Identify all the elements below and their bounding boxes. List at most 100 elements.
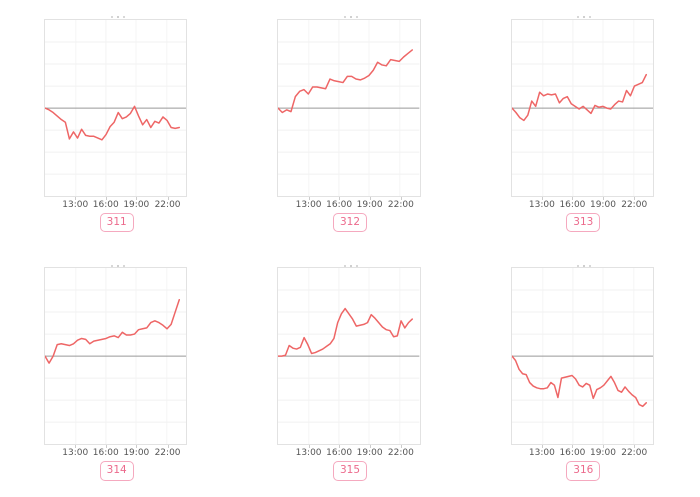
axis-tick — [541, 445, 543, 449]
title-fragment — [349, 16, 352, 18]
x-axis: 13:00 16:00 19:00 22:00 — [511, 445, 654, 458]
series-line — [512, 356, 646, 406]
axis-tick — [105, 196, 107, 200]
x-axis-label: 22:00 — [387, 199, 414, 210]
chart-id-badge[interactable]: 312 — [332, 212, 368, 233]
axis-tick — [541, 196, 543, 200]
chart-cell: 13:00 16:00 19:00 22:00 311 — [40, 16, 193, 233]
x-axis: 13:00 16:00 19:00 22:00 — [277, 196, 420, 210]
axis-tick — [634, 196, 636, 200]
x-axis-label: 13:00 — [295, 448, 322, 459]
x-axis-label: 19:00 — [589, 199, 616, 210]
x-axis-label: 16:00 — [559, 199, 586, 210]
axis-tick — [369, 196, 371, 200]
badge-row: 311 — [40, 210, 193, 233]
chart-svg — [512, 20, 653, 196]
badge-row: 312 — [273, 210, 426, 233]
chart-svg — [512, 268, 653, 444]
x-axis: 13:00 16:00 19:00 22:00 — [277, 445, 420, 458]
x-axis: 13:00 16:00 19:00 22:00 — [44, 196, 187, 210]
chart-id-badge[interactable]: 313 — [566, 212, 601, 233]
axis-tick — [369, 445, 371, 449]
axis-tick — [167, 445, 169, 449]
axis-tick — [602, 196, 604, 200]
x-axis-label: 13:00 — [528, 448, 555, 459]
cropped-chart-title — [507, 264, 660, 268]
axis-tick — [136, 196, 138, 200]
x-axis-label: 19:00 — [123, 448, 150, 459]
chart-plot[interactable] — [510, 267, 654, 446]
chart-svg — [45, 268, 186, 444]
x-axis-label: 16:00 — [559, 448, 586, 459]
series-line — [45, 300, 179, 363]
x-axis-label: 13:00 — [295, 199, 322, 210]
title-fragment — [116, 16, 119, 18]
chart-plot[interactable] — [510, 18, 654, 197]
chart-plot[interactable] — [44, 18, 188, 197]
x-axis-label: 13:00 — [528, 199, 555, 210]
cropped-chart-title — [40, 264, 193, 268]
badge-row: 313 — [507, 210, 660, 233]
series-line — [45, 106, 179, 139]
cropped-chart-title — [273, 264, 426, 268]
x-axis-label: 19:00 — [356, 448, 383, 459]
title-fragment — [116, 264, 119, 267]
x-axis-label: 16:00 — [326, 199, 353, 210]
x-axis-label: 22:00 — [621, 448, 648, 459]
x-axis-label: 22:00 — [154, 448, 181, 459]
badge-row: 314 — [40, 458, 193, 481]
chart-id-badge[interactable]: 316 — [566, 461, 601, 481]
chart-svg — [278, 20, 419, 196]
axis-tick — [167, 196, 169, 200]
badge-row: 316 — [507, 458, 660, 481]
x-axis-label: 16:00 — [326, 448, 353, 459]
badge-row: 315 — [273, 458, 426, 481]
x-axis-label: 13:00 — [62, 448, 89, 459]
axis-tick — [308, 445, 310, 449]
series-line — [278, 50, 412, 113]
chart-plot[interactable] — [277, 267, 421, 446]
x-axis: 13:00 16:00 19:00 22:00 — [44, 445, 187, 458]
axis-tick — [339, 196, 341, 200]
x-axis-label: 19:00 — [589, 448, 616, 459]
chart-id-badge[interactable]: 315 — [332, 461, 368, 481]
axis-tick — [308, 196, 310, 200]
series-line — [278, 309, 412, 357]
chart-plot[interactable] — [277, 18, 421, 197]
series-line — [512, 74, 646, 120]
axis-tick — [136, 445, 138, 449]
cropped-chart-title — [40, 16, 193, 19]
axis-tick — [339, 445, 341, 449]
chart-cell: 13:00 16:00 19:00 22:00 313 — [507, 16, 660, 233]
chart-cell: 13:00 16:00 19:00 22:00 314 — [40, 264, 193, 482]
chart-cell: 13:00 16:00 19:00 22:00 316 — [507, 264, 660, 482]
x-axis-label: 19:00 — [123, 199, 150, 210]
axis-tick — [75, 196, 77, 200]
axis-tick — [105, 445, 107, 449]
chart-svg — [278, 268, 419, 444]
chart-id-badge[interactable]: 311 — [99, 212, 134, 233]
x-axis-label: 22:00 — [387, 448, 414, 459]
chart-plot[interactable] — [44, 267, 188, 446]
title-fragment — [583, 264, 586, 267]
chart-id-badge[interactable]: 314 — [99, 461, 134, 481]
x-axis-label: 22:00 — [154, 199, 181, 210]
chart-cell: 13:00 16:00 19:00 22:00 312 — [273, 16, 426, 233]
chart-svg — [45, 20, 186, 196]
cropped-chart-title — [507, 16, 660, 19]
axis-tick — [400, 445, 402, 449]
cropped-chart-title — [273, 16, 426, 19]
title-fragment — [349, 264, 352, 267]
x-axis-label: 13:00 — [62, 199, 89, 210]
x-axis: 13:00 16:00 19:00 22:00 — [511, 196, 654, 210]
axis-tick — [572, 445, 574, 449]
axis-tick — [572, 196, 574, 200]
axis-tick — [634, 445, 636, 449]
axis-tick — [400, 196, 402, 200]
axis-tick — [75, 445, 77, 449]
x-axis-label: 22:00 — [621, 199, 648, 210]
axis-tick — [602, 445, 604, 449]
x-axis-label: 16:00 — [92, 199, 119, 210]
title-fragment — [583, 16, 586, 18]
